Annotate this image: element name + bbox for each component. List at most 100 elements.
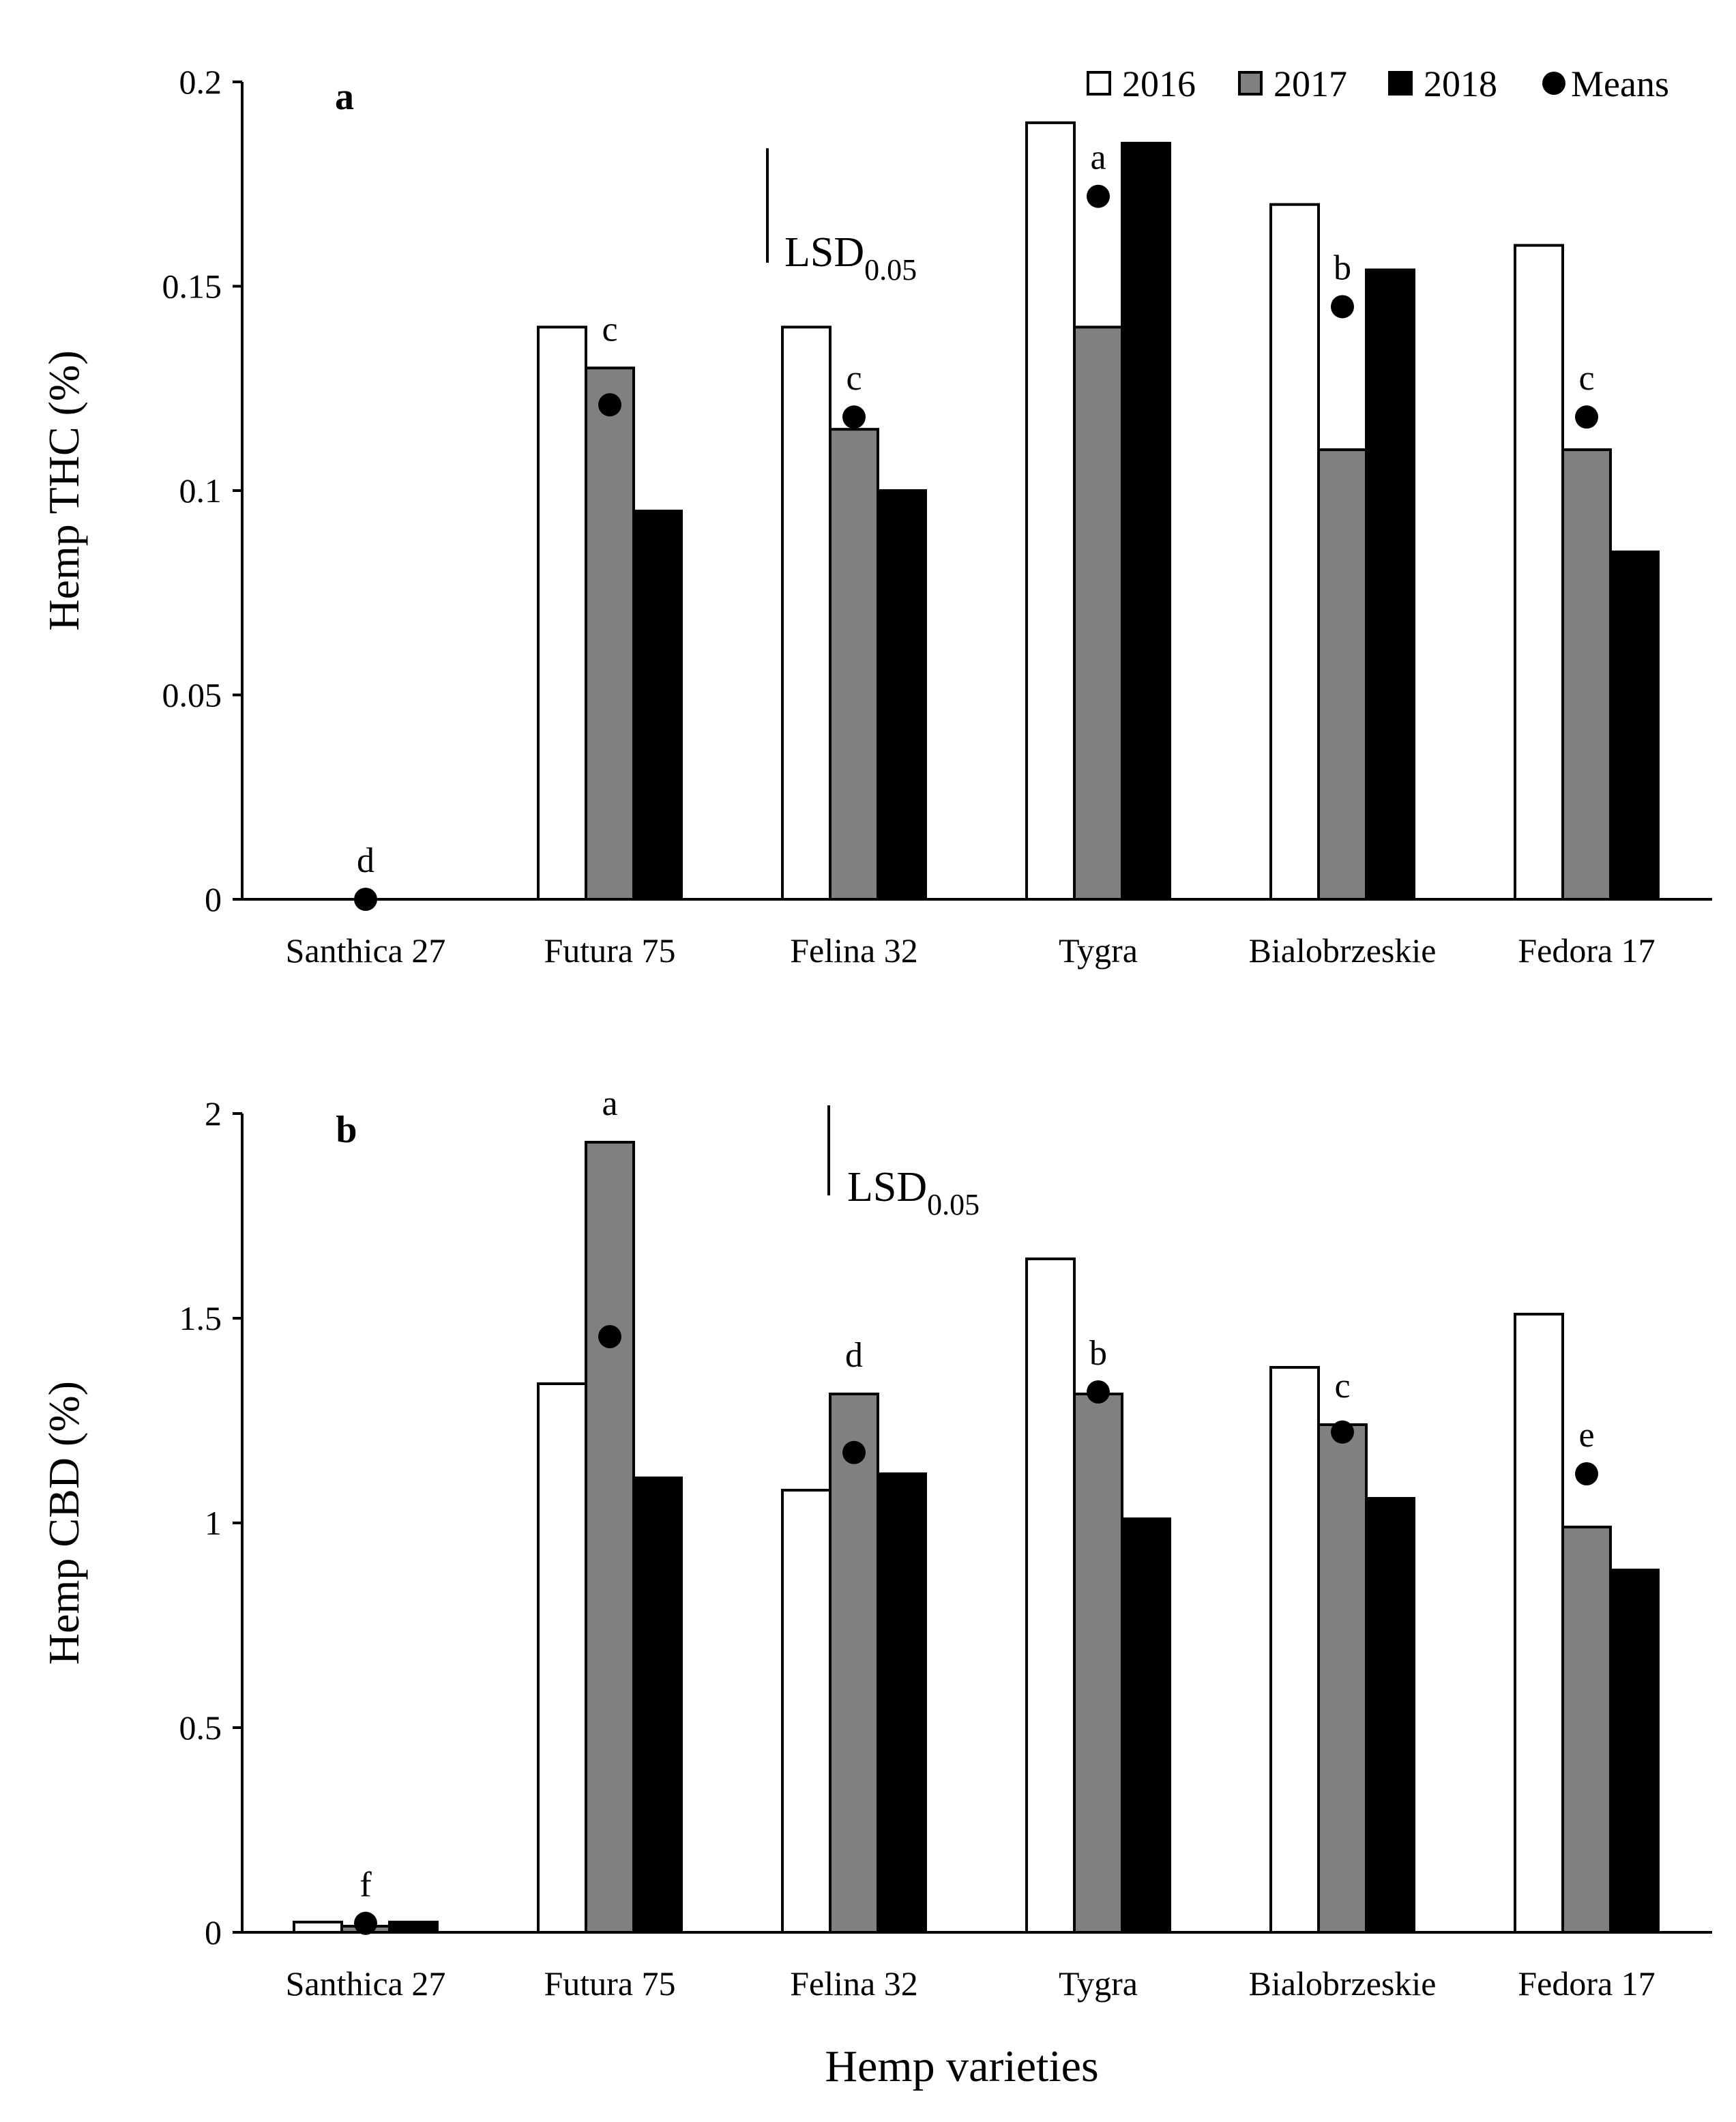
lsd-label-subscript: 0.05 (864, 253, 917, 287)
significance-letter: a (602, 1084, 617, 1123)
bar-2017 (585, 1141, 635, 1934)
lsd-label: LSD0.05 (784, 229, 917, 287)
bar-2016 (781, 1489, 832, 1934)
x-category-label: Felina 32 (790, 1964, 917, 2003)
legend-label: 2016 (1122, 63, 1196, 104)
significance-letter: d (357, 841, 374, 880)
bar-2016 (1514, 244, 1564, 901)
panel-b-cbd-chart: 0 0.5 1 1.5 2 Hemp CBD (%) b f Santhica 27 a Futur… (40, 1084, 1712, 2003)
bar-2016 (1269, 203, 1320, 901)
panel-letter: b (336, 1109, 357, 1151)
bar-2018 (632, 509, 683, 901)
lsd-label-subscript: 0.05 (927, 1188, 980, 1221)
lsd-label: LSD0.05 (847, 1164, 980, 1221)
mean-marker (842, 1440, 866, 1464)
significance-letter: b (1089, 1334, 1107, 1373)
x-category-label: Fedora 17 (1518, 1964, 1655, 2003)
mean-marker (598, 1325, 621, 1348)
bar-2017 (1561, 1526, 1612, 1934)
bar-2018 (1609, 550, 1660, 901)
bar-2016 (781, 325, 832, 901)
mean-marker (1331, 295, 1354, 319)
bar-2016 (1269, 1366, 1320, 1934)
mean-marker (1087, 1380, 1110, 1404)
y-tick-label: 2 (205, 1094, 222, 1133)
y-tick-label: 0 (205, 880, 222, 918)
bar-2017 (829, 1393, 879, 1934)
bar-2018 (877, 1472, 927, 1934)
bar-2017 (1317, 1423, 1368, 1934)
bar-2018 (1365, 1497, 1415, 1934)
lsd-label-main: LSD (847, 1164, 927, 1210)
mean-marker (1575, 405, 1598, 429)
y-tick-label: 0.1 (179, 471, 222, 510)
bar-2016 (537, 325, 587, 901)
x-category-label: Futura 75 (544, 931, 675, 970)
bar-2017 (1073, 1393, 1123, 1934)
panel-letter: a (335, 76, 354, 118)
mean-marker (1331, 1420, 1354, 1444)
x-category-label: Bialobrzeskie (1249, 931, 1437, 970)
bar-2016 (293, 1921, 343, 1934)
bar-2016 (1025, 121, 1076, 901)
bar-2018 (388, 1921, 439, 1934)
x-category-label: Bialobrzeskie (1249, 1964, 1437, 2003)
x-category-label: Futura 75 (544, 1964, 675, 2003)
significance-letter: a (1090, 139, 1106, 177)
mean-marker (1575, 1462, 1598, 1485)
bar-2017 (585, 366, 635, 901)
y-tick-label: 0.5 (179, 1709, 222, 1747)
bar-2016 (537, 1382, 587, 1934)
y-tick-label: 1.5 (179, 1299, 222, 1337)
x-category-label: Santhica 27 (286, 931, 446, 970)
legend-swatch-means (1542, 72, 1565, 95)
bar-2018 (877, 489, 927, 901)
significance-letter: e (1578, 1416, 1594, 1455)
y-axis-title: Hemp CBD (%) (40, 1381, 88, 1665)
y-tick-label: 0.2 (179, 63, 222, 101)
legend-label: Means (1571, 63, 1669, 104)
mean-marker (354, 1911, 377, 1935)
bar-2017 (1561, 448, 1612, 901)
y-tick-label: 1 (205, 1504, 222, 1542)
significance-letter: c (1578, 359, 1594, 398)
significance-letter: c (1334, 1367, 1350, 1406)
lsd-label-main: LSD (784, 229, 864, 276)
bar-2018 (1121, 1517, 1171, 1934)
bar-2016 (1514, 1313, 1564, 1934)
bar-2018 (1365, 268, 1415, 901)
mean-marker (598, 393, 621, 417)
legend-swatch-2016 (1087, 71, 1111, 96)
bar-2018 (1609, 1569, 1660, 1934)
legend-swatch-2018 (1388, 71, 1413, 96)
significance-letter: c (846, 359, 862, 398)
legend: 2016 2017 2018 Means (1087, 63, 1669, 104)
mean-marker (842, 405, 866, 429)
x-axis-title: Hemp varieties (825, 2041, 1098, 2091)
y-tick-label: 0 (205, 1913, 222, 1951)
y-axis-title: Hemp THC (%) (40, 350, 88, 630)
significance-letter: f (359, 1865, 372, 1904)
y-tick-label: 0.15 (162, 267, 222, 306)
significance-letter: b (1334, 248, 1351, 287)
bar-2016 (1025, 1258, 1076, 1934)
significance-letter: c (602, 310, 617, 349)
bar-2018 (632, 1477, 683, 1934)
legend-label: 2017 (1274, 63, 1347, 104)
significance-letter: d (845, 1336, 863, 1375)
x-category-label: Santhica 27 (286, 1964, 446, 2003)
bar-2017 (1073, 325, 1123, 901)
bar-2017 (1317, 448, 1368, 901)
bar-2017 (829, 428, 879, 901)
mean-marker (1087, 184, 1110, 208)
legend-swatch-2017 (1238, 71, 1263, 96)
x-category-label: Felina 32 (790, 931, 917, 970)
x-category-label: Tygra (1059, 931, 1138, 970)
x-category-label: Fedora 17 (1518, 931, 1655, 970)
panel-a-thc-chart: 0 0.05 0.1 0.15 0.2 Hemp THC (%) a d Santhica 27… (40, 63, 1712, 970)
x-category-label: Tygra (1059, 1964, 1138, 2003)
bar-2018 (1121, 141, 1171, 901)
y-tick-label: 0.05 (162, 676, 222, 714)
legend-label: 2018 (1424, 63, 1497, 104)
